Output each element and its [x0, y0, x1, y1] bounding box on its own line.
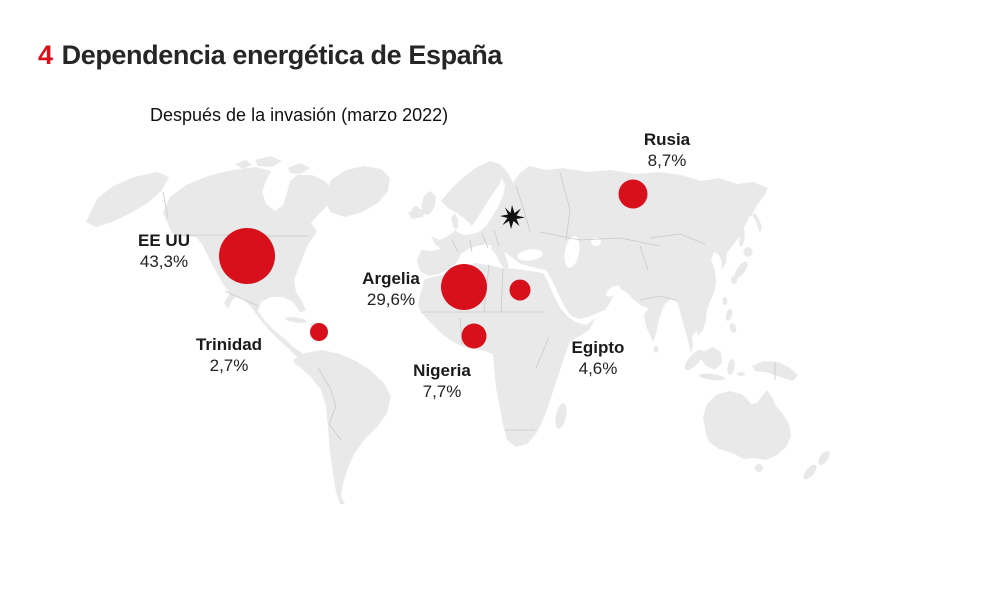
war-explosion-shape: [500, 205, 525, 229]
map-label-name-nigeria: Nigeria: [413, 361, 471, 380]
italy-peninsula: [491, 243, 509, 271]
map-label-value-rusia: 8,7%: [647, 151, 687, 170]
eurasia-landmass: [417, 161, 768, 353]
cuba-island: [285, 317, 307, 323]
new-zealand-north-island: [818, 451, 830, 465]
lesser-sunda-islands: [737, 372, 745, 376]
bubble-argelia: [441, 264, 487, 310]
madagascar-island: [555, 403, 567, 429]
philippines-luzon: [725, 309, 733, 321]
japan-hokkaido: [743, 247, 753, 257]
map-label-value-eeuu: 43,3%: [139, 252, 189, 271]
map-label-value-egipto: 4,6%: [578, 359, 618, 378]
map-label-value-trinidad: 2,7%: [209, 356, 249, 375]
tasmania-island: [755, 464, 763, 472]
great-britain-island: [421, 191, 436, 215]
south-america-landmass: [293, 350, 391, 504]
map-label-egipto: Egipto 4,6%: [528, 337, 668, 379]
map-label-argelia: Argelia 29,6%: [321, 268, 461, 310]
australia-landmass: [703, 390, 791, 460]
black-sea: [517, 249, 543, 261]
java-island: [699, 373, 725, 381]
bubble-trinidad: [310, 323, 328, 341]
new-zealand-south-island: [803, 464, 817, 480]
title-text: Dependencia energética de España: [61, 40, 503, 70]
inland-seas: [517, 236, 620, 297]
sri-lanka-island: [653, 345, 659, 353]
bubble-egipto: [509, 279, 531, 301]
map-label-trinidad: Trinidad 2,7%: [159, 334, 299, 376]
sulawesi-island: [727, 359, 735, 375]
map-label-eeuu: EE UU 43,3%: [94, 230, 234, 272]
map-label-name-eeuu: EE UU: [138, 231, 190, 250]
aral-sea: [591, 238, 601, 246]
taiwan-island: [722, 297, 728, 305]
bubble-rusia: [618, 179, 648, 209]
bubble-eeuu: [219, 228, 275, 284]
ireland-island: [412, 206, 420, 216]
arctic-islands: [235, 156, 310, 174]
war-explosion-icon: [500, 205, 525, 229]
bubble-nigeria: [461, 323, 487, 349]
bubble-layer: [219, 179, 648, 349]
alaska-landmass: [86, 172, 169, 227]
sakhalin-island: [739, 229, 745, 247]
map-label-name-trinidad: Trinidad: [195, 335, 263, 354]
page-title: 4 Dependencia energética de España: [38, 40, 502, 71]
philippines-mindanao: [729, 323, 737, 333]
map-label-name-argelia: Argelia: [362, 269, 420, 288]
map-label-name-egipto: Egipto: [571, 338, 625, 357]
japan-honshu: [734, 261, 748, 279]
map-subtitle: Después de la invasión (marzo 2022): [150, 105, 449, 125]
persian-gulf: [606, 285, 620, 297]
greenland-landmass: [324, 166, 390, 217]
map-label-rusia: Rusia 8,7%: [597, 129, 737, 171]
map-label-value-argelia: 29,6%: [366, 290, 416, 309]
caspian-sea: [564, 236, 580, 268]
landmasses: [86, 156, 830, 504]
sumatra-island: [684, 349, 704, 371]
map-label-value-nigeria: 7,7%: [422, 382, 462, 401]
map-label-name-rusia: Rusia: [643, 130, 691, 149]
japan-kyushu: [731, 276, 737, 284]
map-label-nigeria: Nigeria 7,7%: [372, 360, 512, 402]
borneo-island: [701, 347, 722, 370]
title-number: 4: [38, 40, 53, 70]
